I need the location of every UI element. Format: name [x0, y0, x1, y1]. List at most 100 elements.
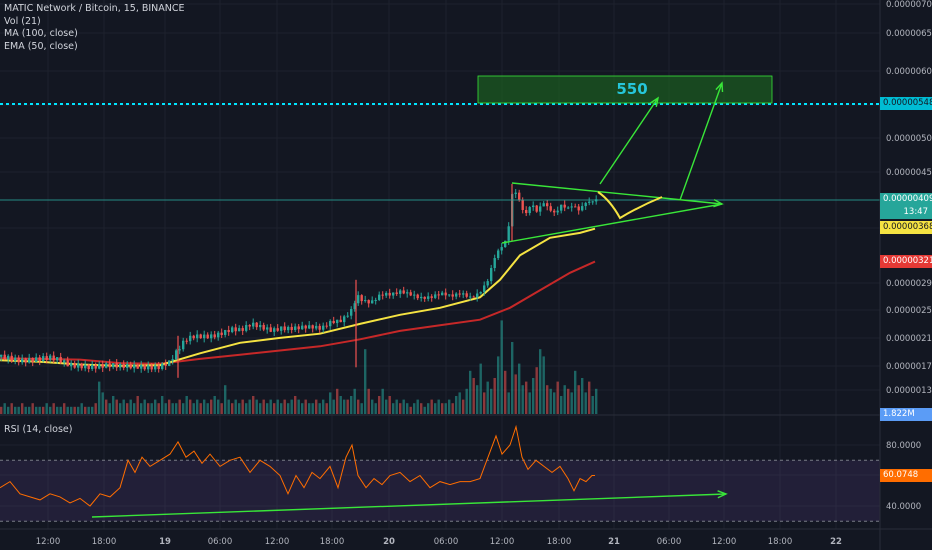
candle-body: [535, 205, 538, 212]
rsi-legend[interactable]: RSI (14, close): [4, 424, 73, 435]
breakout-arrow-2-head: [715, 81, 724, 93]
candle-body: [199, 334, 202, 339]
volume-bar: [14, 406, 17, 414]
rsi-axis[interactable]: 80.0000 40.0000: [886, 441, 921, 512]
candle-body: [451, 294, 454, 297]
candle-body: [399, 290, 402, 294]
volume-bar: [476, 385, 479, 414]
candle-body: [381, 294, 384, 296]
breakout-arrow-1: [599, 97, 659, 185]
triangle-lower-trendline: [501, 203, 723, 244]
volume-bar: [234, 399, 237, 414]
volume-bar: [584, 392, 587, 414]
candle-body: [367, 300, 370, 304]
candle-body: [56, 357, 59, 361]
volume-bar: [423, 406, 426, 414]
candle-body: [350, 309, 353, 316]
volume-bar: [549, 388, 552, 414]
legend-ma[interactable]: MA (100, close): [4, 28, 78, 39]
candle-body: [185, 340, 188, 342]
volume-bar: [290, 399, 293, 414]
candle-body: [577, 206, 580, 211]
candle-body: [252, 322, 255, 327]
volume-bar: [427, 403, 430, 414]
volume-bar: [479, 363, 482, 414]
candle-body: [493, 258, 496, 269]
volume-bar: [329, 392, 332, 414]
candle-body: [7, 355, 10, 360]
legend-ema[interactable]: EMA (50, close): [4, 40, 78, 52]
volume-bar: [10, 403, 13, 414]
volume-bar: [227, 399, 230, 414]
volume-bar: [273, 403, 276, 414]
volume-bar: [521, 385, 524, 414]
candle-body: [413, 294, 416, 296]
target-zone-label: 550: [616, 80, 647, 98]
candle-body: [119, 363, 122, 368]
volume-bar: [7, 406, 10, 414]
volume-bar: [560, 396, 563, 414]
candle-body: [206, 334, 209, 339]
volume-bar: [147, 403, 150, 414]
candle-body: [147, 365, 150, 370]
volume-bar: [465, 388, 468, 414]
candle-body: [129, 364, 132, 369]
candle-body: [115, 363, 118, 368]
volume-bar: [287, 403, 290, 414]
trend-drawings[interactable]: 550: [0, 75, 880, 518]
candle-body: [262, 324, 265, 330]
candles: [0, 183, 598, 378]
volume-bar: [238, 403, 241, 414]
volume-bar: [0, 406, 3, 414]
volume-bar: [87, 406, 90, 414]
volume-bar: [353, 388, 356, 414]
volume-bar: [322, 399, 325, 414]
time-tick-label: 12:00: [36, 537, 61, 547]
candle-body: [294, 326, 297, 331]
candle-body: [332, 320, 335, 324]
legend-symbol[interactable]: MATIC Network / Bitcoin, 15, BINANCE: [4, 3, 185, 14]
volume-bar: [3, 403, 6, 414]
volume-bar: [119, 403, 122, 414]
volume-bar: [311, 403, 314, 414]
volume-bar: [364, 349, 367, 414]
candle-body: [101, 364, 104, 368]
candle-body: [24, 358, 27, 363]
volume-bar: [94, 403, 97, 414]
target-price-tag: 0.00000548: [880, 97, 932, 110]
candle-body: [322, 325, 325, 330]
candle-body: [157, 365, 160, 369]
candle-body: [59, 357, 62, 363]
candle-body: [150, 365, 153, 370]
volume-bar: [24, 406, 27, 414]
candle-body: [133, 364, 136, 369]
candle-body: [458, 293, 461, 295]
candle-body: [84, 364, 87, 369]
time-tick-label: 21: [608, 537, 620, 547]
volume-bar: [185, 396, 188, 414]
candle-body: [66, 360, 69, 367]
candle-body: [98, 364, 101, 369]
volume-bar: [77, 406, 80, 414]
candle-body: [469, 296, 472, 298]
candle-body: [196, 334, 199, 339]
volume-bar: [350, 396, 353, 414]
candle-body: [161, 363, 164, 369]
volume-bar: [49, 406, 52, 414]
volume-bar: [458, 392, 461, 414]
candle-body: [28, 358, 31, 363]
candle-body: [444, 292, 447, 296]
volume-bar: [374, 403, 377, 414]
candle-body: [203, 334, 206, 339]
time-axis[interactable]: 12:00 18:00 19 06:00 12:00 18:00 20 06:00 12:00 1…: [36, 537, 842, 547]
candle-body: [255, 322, 258, 328]
candle-body: [301, 325, 304, 330]
candle-body: [455, 293, 458, 297]
legend-vol[interactable]: Vol (21): [4, 15, 41, 27]
candle-body: [574, 206, 577, 208]
